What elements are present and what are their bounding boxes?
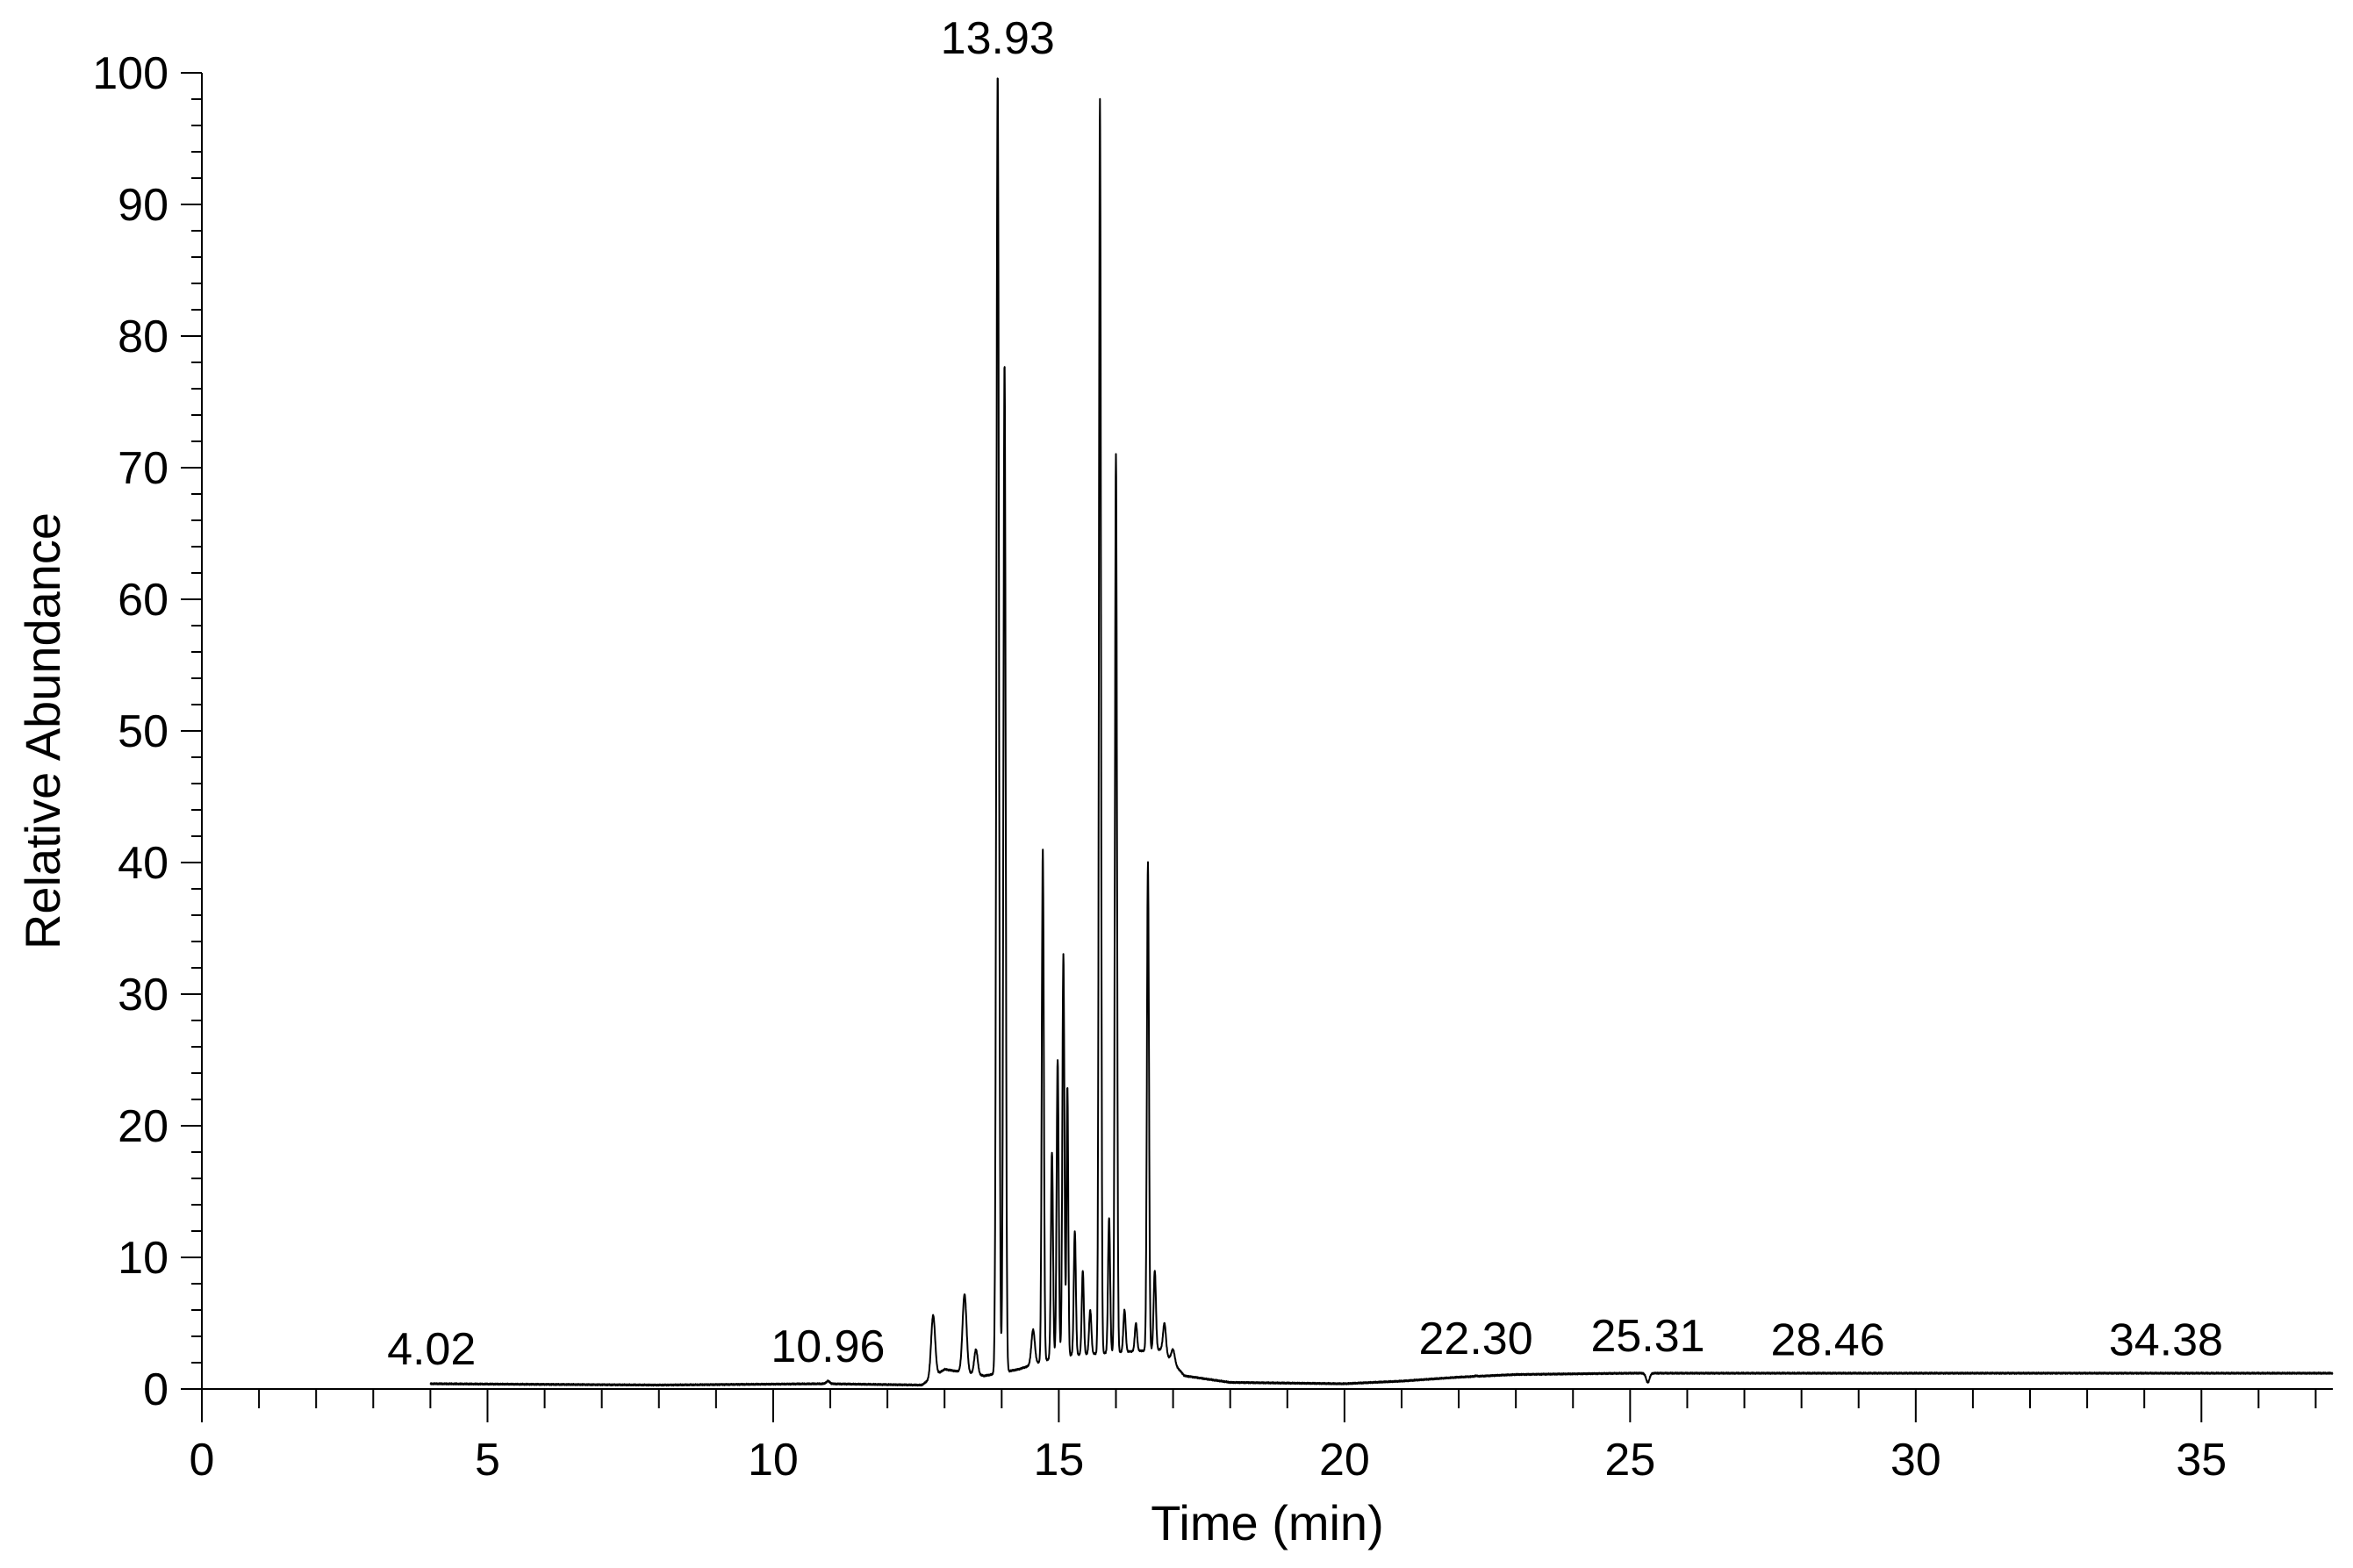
x-tick-label: 15 (1033, 1435, 1084, 1486)
y-tick-label: 50 (118, 706, 169, 757)
peak-labels: 4.02 10.96 13.93 22.30 25.31 28.46 34.38 (387, 13, 2223, 1375)
peak-label: 25.31 (1590, 1311, 1704, 1362)
y-tick-label: 90 (118, 180, 169, 231)
y-tick-label: 60 (118, 575, 169, 626)
y-tick-label: 10 (118, 1233, 169, 1284)
peak-label: 28.46 (1771, 1315, 1885, 1366)
x-axis-title: Time (min) (1151, 1495, 1383, 1550)
y-tick-label: 40 (118, 838, 169, 889)
peak-label: 4.02 (387, 1324, 476, 1375)
chromatogram-trace (429, 77, 2334, 1387)
x-tick-label: 25 (1604, 1435, 1655, 1486)
y-tick-label: 30 (118, 970, 169, 1020)
y-tick-label: 20 (118, 1101, 169, 1152)
y-tick-label: 80 (118, 311, 169, 362)
peak-label: 34.38 (2109, 1315, 2223, 1366)
x-tick-label: 5 (475, 1435, 500, 1486)
peak-label: 10.96 (771, 1321, 885, 1372)
x-tick-label: 30 (1890, 1435, 1941, 1486)
x-tick-label: 35 (2176, 1435, 2227, 1486)
x-major-ticks: 0 5 10 15 20 25 30 35 (190, 1389, 2227, 1486)
y-tick-label: 70 (118, 443, 169, 494)
y-axis-title: Relative Abundance (15, 512, 70, 949)
x-tick-label: 0 (190, 1435, 215, 1486)
y-tick-label: 100 (92, 48, 169, 99)
x-minor-ticks (258, 1389, 2317, 1408)
peak-label: 22.30 (1419, 1314, 1533, 1364)
peak-label: 13.93 (941, 13, 1055, 64)
x-tick-label: 10 (748, 1435, 799, 1486)
y-major-ticks: 0 10 20 30 40 50 60 70 80 90 100 (92, 48, 202, 1415)
x-tick-label: 20 (1319, 1435, 1370, 1486)
y-minor-ticks (191, 98, 202, 1364)
y-tick-label: 0 (143, 1364, 169, 1415)
